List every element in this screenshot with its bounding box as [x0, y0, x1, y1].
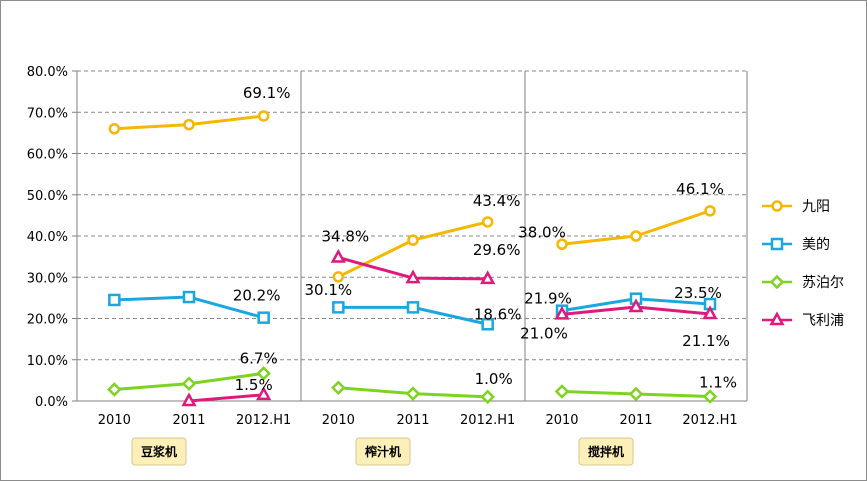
x-tick-label: 2012.H1 [236, 413, 291, 428]
category-box [578, 437, 634, 466]
legend-label: 美的 [802, 237, 830, 253]
data-point [332, 301, 345, 314]
data-point [405, 269, 421, 284]
data-label: 69.1% [243, 84, 291, 102]
data-point [182, 290, 196, 304]
legend-label: 苏泊尔 [802, 275, 844, 291]
y-tick-label: 50.0% [27, 189, 68, 204]
category-label: 榨汁机 [364, 444, 401, 459]
data-label: 38.0% [518, 223, 566, 241]
y-tick-label: 70.0% [27, 106, 68, 121]
data-point [628, 298, 644, 313]
data-point [702, 305, 718, 320]
x-tick-label: 2010 [322, 413, 355, 428]
data-label: 21.1% [682, 332, 730, 350]
x-tick-label: 2012.H1 [460, 413, 515, 428]
data-point [332, 271, 345, 283]
data-point [628, 386, 644, 402]
x-tick-label: 2011 [172, 413, 205, 428]
data-point [554, 384, 570, 399]
data-point [405, 386, 421, 401]
y-tick-label: 0.0% [35, 395, 68, 410]
x-tick-label: 2010 [98, 413, 131, 428]
data-point [181, 376, 197, 391]
data-point [481, 216, 494, 228]
data-point [407, 234, 419, 246]
data-point [107, 382, 122, 397]
category-box [131, 437, 187, 466]
data-label: 1.5% [235, 376, 273, 394]
data-point [183, 118, 195, 131]
category-box [355, 437, 411, 466]
data-point [256, 386, 272, 401]
legend-marker [769, 311, 785, 326]
data-label: 1.0% [475, 370, 513, 388]
data-label: 1.1% [699, 373, 737, 391]
data-point [256, 366, 271, 381]
data-point [181, 392, 197, 407]
data-point [108, 123, 121, 135]
data-point [108, 293, 121, 307]
data-label: 18.6% [474, 305, 522, 323]
data-label: 21.0% [520, 324, 568, 342]
y-tick-label: 80.0% [27, 65, 68, 80]
data-label: 23.5% [674, 284, 722, 302]
y-tick-label: 20.0% [27, 313, 68, 328]
legend-marker [771, 200, 783, 212]
data-point [406, 301, 420, 314]
x-tick-label: 2010 [545, 413, 578, 428]
data-point [702, 389, 718, 404]
x-tick-label: 2011 [396, 413, 429, 428]
legend-label: 九阳 [802, 199, 830, 215]
x-tick-label: 2011 [619, 413, 652, 428]
data-point [481, 318, 494, 331]
y-tick-label: 30.0% [27, 271, 68, 286]
data-point [257, 110, 270, 122]
data-label: 21.9% [524, 290, 572, 308]
data-label: 6.7% [240, 349, 278, 367]
data-label: 20.2% [233, 287, 281, 305]
data-point [331, 380, 346, 396]
data-point [480, 389, 495, 405]
legend-marker [770, 237, 784, 251]
data-point [554, 305, 570, 320]
data-point [704, 205, 716, 217]
data-label: 46.1% [676, 180, 724, 198]
data-label: 30.1% [305, 281, 353, 299]
data-label: 43.4% [473, 192, 521, 210]
data-point [556, 238, 568, 250]
legend-label: 飞利浦 [802, 313, 844, 329]
data-point [257, 311, 270, 324]
data-point [480, 270, 496, 285]
y-tick-label: 40.0% [27, 230, 68, 245]
series-line [188, 393, 264, 403]
category-label: 豆浆机 [141, 444, 177, 459]
y-tick-label: 10.0% [27, 354, 68, 369]
x-tick-label: 2012.H1 [682, 413, 737, 428]
data-label: 29.6% [473, 241, 521, 259]
data-point [630, 230, 642, 242]
category-label: 搅拌机 [588, 444, 624, 459]
legend-marker [769, 274, 785, 290]
data-label: 34.8% [322, 227, 370, 245]
data-point [330, 248, 346, 263]
y-tick-label: 60.0% [27, 148, 68, 163]
